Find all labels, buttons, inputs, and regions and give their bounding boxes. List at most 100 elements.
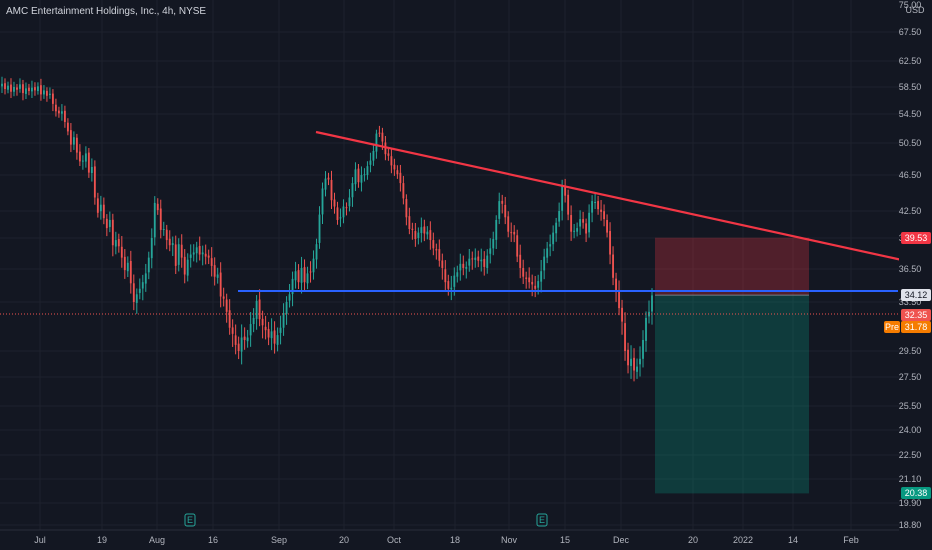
drawing-tools[interactable] [0,130,903,315]
candle-body [405,199,408,218]
candle-body [240,337,243,352]
candle-body [93,166,96,198]
candle-body [414,231,417,240]
y-tick-label: 18.80 [899,520,922,530]
candle-body [426,231,429,235]
candle-body [25,88,27,94]
candle-body [81,160,84,162]
candle-body [483,258,486,267]
candle-body [225,299,228,312]
candle-body [540,271,543,282]
candle-body [180,244,183,258]
candle-body [612,254,614,278]
candle-body [609,231,611,255]
candle-body [255,300,258,319]
candle-body [264,326,267,331]
candle-body [648,311,650,317]
candle-body [63,110,66,122]
candle-body [312,258,315,273]
y-tick-label: 36.50 [899,264,922,274]
candle-body [627,349,629,366]
y-tick-label: 42.50 [899,206,922,216]
candle-body [489,248,492,254]
x-tick-label: 16 [208,535,218,545]
take-profit-zone[interactable] [655,295,809,494]
candle-body [525,277,528,279]
candle-body [603,211,606,220]
candle-body [387,153,390,156]
candle-body [198,246,201,255]
pre-market-badge [884,321,900,333]
candle-body [333,199,336,207]
price-axis[interactable]: USD 75.00 67.50 62.50 58.50 54.50 50.50 46.50 4… [884,0,932,550]
candle-body [378,132,381,134]
candle-body [285,302,288,314]
candle-body [288,294,291,301]
candle-body [402,183,405,199]
candle-body [300,267,303,283]
candle-body [165,229,168,241]
time-axis[interactable]: Jul 19 Aug 16 Sep 20 Oct 18 Nov 15 Dec 20 2022 14 Feb … [0,513,899,545]
candle-body [294,271,297,281]
candle-body [606,220,608,233]
x-tick-label: Oct [387,535,402,545]
candle-body [249,324,252,336]
candle-body [480,259,483,262]
last-price-tag [901,309,931,321]
candle-body [453,275,456,287]
candle-body [318,214,321,243]
candle-body [135,294,138,303]
candle-body [549,244,552,247]
candle-body [636,366,638,372]
earnings-marker[interactable] [184,513,196,527]
candle-body [591,201,594,213]
x-tick-label: Dec [613,535,630,545]
y-tick-label: 33.50 [899,297,922,307]
y-tick-label: 75.00 [899,0,922,10]
candle-body [474,257,477,260]
candle-body [561,185,564,211]
candle-body [498,201,501,219]
candle-body [372,151,375,161]
candle-body [477,256,480,261]
candle-body [207,255,210,258]
candle-body [276,335,279,345]
candle-body [177,244,180,265]
candle-body [60,111,63,114]
candle-body [411,228,414,230]
descending-trendline[interactable] [315,130,903,262]
candle-body [447,281,450,289]
stop-loss-zone[interactable] [655,237,809,296]
candle-body [531,281,534,285]
candle-body [168,238,171,246]
candle-body [552,232,555,245]
candle-body [270,331,273,339]
candle-body [384,142,387,155]
candle-body [342,206,345,218]
candle-body [348,197,351,207]
candle-body [306,273,309,284]
candle-body [471,258,474,260]
candle-body [231,327,234,334]
candle-body [456,272,459,277]
candle-body [114,240,117,247]
symbol-legend[interactable]: AMC Entertainment Holdings, Inc., 4h, NY… [6,6,207,17]
candle-body [10,84,12,92]
earnings-marker[interactable] [536,513,548,527]
candle-body [87,152,90,173]
candle-body [534,285,537,289]
candle-body [393,164,396,170]
candle-body [147,257,150,273]
candle-body [435,249,438,251]
candle-body [84,153,87,162]
candle-body [327,177,330,180]
y-tick-label: 25.50 [899,401,922,411]
target-price-tag-text: 20.38 [905,488,928,498]
candle-body [144,273,147,284]
candle-body [75,137,78,153]
risk-reward-zones[interactable] [655,237,809,494]
y-tick-label: 29.50 [899,346,922,356]
